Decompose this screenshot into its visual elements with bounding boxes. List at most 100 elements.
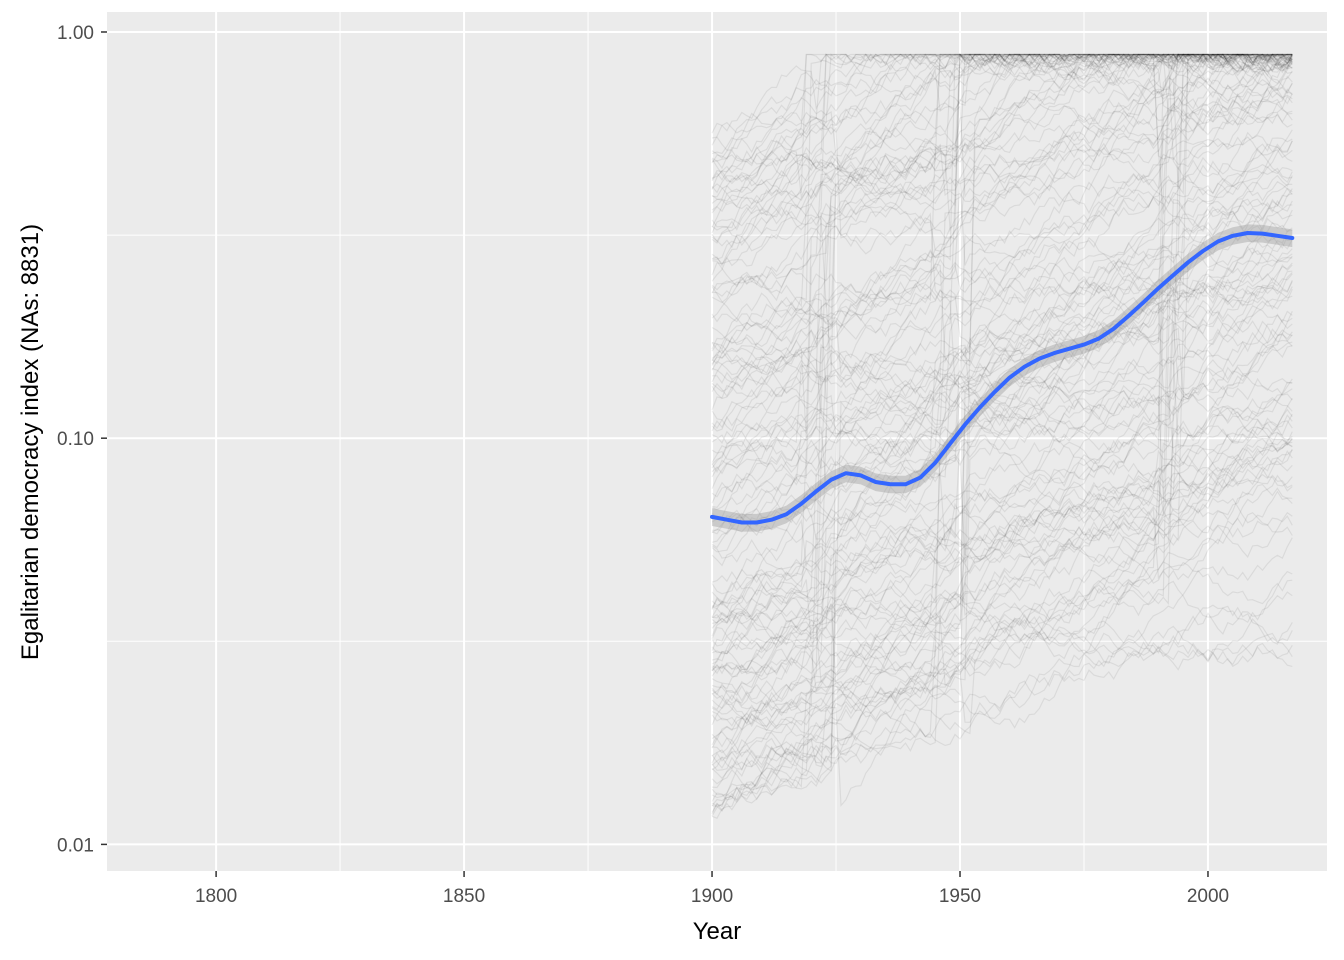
country-line: [711, 105, 1293, 398]
country-line: [711, 502, 1293, 608]
country-line: [711, 537, 1293, 642]
country-line: [711, 413, 1293, 807]
country-line: [711, 53, 1293, 359]
country-line: [711, 272, 1293, 609]
country-line: [711, 450, 1293, 807]
country-line: [711, 53, 1293, 172]
country-line: [711, 194, 1293, 474]
y-axis-title: Egalitarian democracy index (NAs: 8831): [17, 224, 44, 660]
country-line: [711, 591, 1293, 771]
country-line: [711, 87, 1293, 478]
country-line: [711, 53, 1293, 465]
country-line: [711, 53, 1293, 190]
country-line: [711, 53, 1293, 194]
country-line: [711, 611, 1293, 764]
country-line: [711, 53, 1293, 289]
x-tick-label: 1950: [939, 886, 981, 907]
country-line: [711, 211, 1293, 440]
country-line: [711, 613, 1293, 780]
country-line: [711, 248, 1293, 639]
country-line: [711, 389, 1293, 812]
country-line: [711, 431, 1293, 784]
country-line: [711, 53, 1293, 170]
country-line: [711, 435, 1293, 655]
x-tick-label: 1800: [195, 886, 237, 907]
x-tick-label: 1900: [691, 886, 733, 907]
country-line: [711, 328, 1293, 771]
country-line: [711, 53, 1293, 365]
country-line: [711, 137, 1293, 510]
country-line: [711, 53, 1293, 182]
x-axis-title: Year: [693, 918, 742, 945]
country-line: [711, 414, 1293, 802]
country-line: [711, 445, 1293, 628]
country-line: [711, 53, 1293, 400]
country-line: [711, 192, 1293, 689]
country-line: [711, 166, 1293, 624]
country-line: [711, 431, 1293, 714]
x-tick-label: 2000: [1187, 886, 1229, 907]
country-line: [711, 275, 1293, 702]
country-line: [711, 60, 1293, 366]
country-line: [711, 53, 1293, 211]
country-line: [711, 53, 1293, 157]
country-line: [711, 252, 1293, 540]
country-line: [711, 458, 1293, 709]
country-line: [711, 642, 1293, 772]
country-line: [711, 53, 1293, 411]
country-line: [711, 442, 1293, 652]
country-line: [711, 249, 1293, 641]
y-tick-label: 0.10: [57, 429, 94, 450]
country-line: [711, 235, 1293, 463]
country-line: [711, 435, 1293, 684]
country-line: [711, 53, 1293, 549]
y-tick-label: 1.00: [57, 23, 94, 44]
country-line: [711, 53, 1293, 366]
country-line: [711, 443, 1293, 746]
country-line: [711, 277, 1293, 631]
country-line: [711, 53, 1293, 509]
country-line: [711, 373, 1293, 652]
country-line: [711, 76, 1293, 276]
country-line: [711, 53, 1293, 239]
country-line: [711, 569, 1293, 735]
country-line: [711, 188, 1293, 309]
country-line: [711, 477, 1293, 570]
country-line: [711, 53, 1293, 297]
country-line: [711, 105, 1293, 304]
country-line: [711, 174, 1293, 405]
grid-major: [107, 12, 1327, 871]
country-lines: [711, 52, 1293, 819]
axes: 1800 1850 1900 1950 2000 0.01 0.10 1.00: [57, 23, 1229, 907]
country-line: [711, 341, 1293, 769]
country-line: [711, 370, 1293, 489]
country-line: [711, 220, 1293, 741]
country-line: [711, 129, 1293, 677]
country-line: [711, 234, 1293, 676]
country-line: [711, 397, 1293, 637]
country-line: [711, 81, 1293, 504]
country-line: [711, 145, 1293, 475]
country-line: [711, 53, 1293, 234]
country-line: [711, 53, 1293, 244]
country-line: [711, 378, 1293, 583]
country-line: [711, 53, 1293, 228]
country-line: [711, 304, 1293, 624]
country-line: [711, 310, 1293, 445]
country-line: [711, 483, 1293, 727]
country-line: [711, 202, 1293, 535]
country-line: [711, 396, 1293, 564]
country-line: [711, 53, 1293, 319]
country-line: [711, 53, 1293, 204]
country-line: [711, 75, 1293, 384]
x-tick-label: 1850: [443, 886, 485, 907]
country-line: [711, 385, 1293, 528]
country-line: [711, 52, 1293, 432]
country-line: [711, 53, 1293, 282]
country-line: [711, 88, 1293, 214]
country-line: [711, 53, 1293, 159]
country-line: [711, 449, 1293, 676]
country-line: [711, 53, 1293, 260]
panel-background: [107, 12, 1327, 871]
